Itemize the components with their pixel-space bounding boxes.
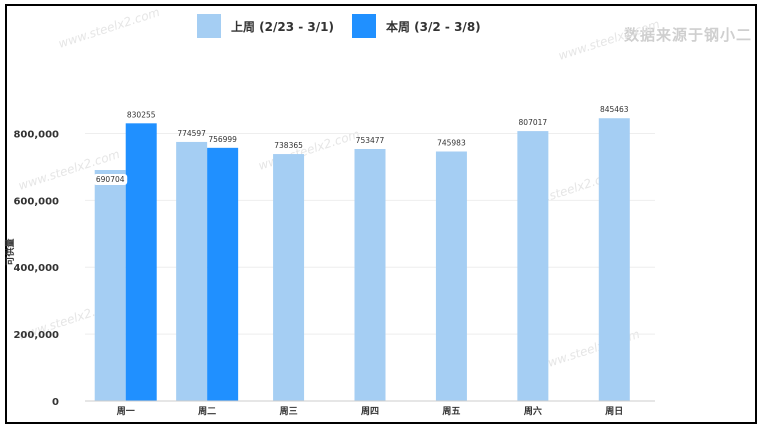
x-tick-label: 周四 bbox=[361, 406, 379, 417]
bar-last-week bbox=[273, 154, 305, 401]
bar-last-week bbox=[517, 131, 549, 401]
y-tick-label: 800,000 bbox=[13, 129, 59, 140]
legend-label-last-week: 上周 (2/23 - 3/1) bbox=[231, 19, 334, 34]
data-label: 845463 bbox=[600, 105, 629, 114]
data-label: 745983 bbox=[437, 139, 466, 148]
data-label: 807017 bbox=[519, 118, 548, 127]
bar-this-week bbox=[125, 123, 157, 401]
y-tick-label: 200,000 bbox=[13, 330, 59, 341]
legend-label-this-week: 本周 (3/2 - 3/8) bbox=[386, 19, 481, 34]
data-source-tag: 数据来源于钢小二 bbox=[623, 26, 752, 44]
bar-this-week bbox=[207, 147, 239, 401]
x-tick-label: 周日 bbox=[605, 406, 623, 417]
bar-last-week bbox=[176, 141, 208, 401]
data-label-bg bbox=[93, 173, 128, 185]
x-tick-label: 周六 bbox=[524, 405, 542, 417]
data-label: 774597 bbox=[177, 129, 206, 138]
y-tick-label: 400,000 bbox=[13, 263, 59, 274]
legend-swatch-last-week bbox=[197, 14, 221, 38]
chart-legend: 上周 (2/23 - 3/1) 本周 (3/2 - 3/8) bbox=[197, 14, 499, 38]
watermark-shape: www.steelx2.com bbox=[557, 17, 662, 63]
y-tick-label: 600,000 bbox=[13, 196, 59, 207]
x-tick-label: 周一 bbox=[117, 406, 135, 417]
x-tick-label: 周三 bbox=[280, 406, 298, 417]
bar-last-week bbox=[354, 149, 386, 401]
data-label: 756999 bbox=[208, 135, 237, 144]
data-label: 690704 bbox=[96, 175, 125, 184]
data-label: 753477 bbox=[356, 136, 385, 145]
y-axis-label: 可供量 bbox=[4, 238, 16, 265]
legend-item-this-week[interactable]: 本周 (3/2 - 3/8) bbox=[352, 14, 481, 38]
x-tick-label: 周二 bbox=[198, 406, 216, 417]
data-label: 738365 bbox=[274, 141, 303, 150]
bar-last-week bbox=[94, 169, 126, 401]
data-label: 830255 bbox=[127, 110, 156, 119]
watermark-shape: www.steelx2.com bbox=[57, 5, 162, 51]
y-tick-label: 0 bbox=[52, 397, 59, 408]
legend-swatch-this-week bbox=[352, 14, 376, 38]
bar-last-week bbox=[435, 151, 467, 401]
x-tick-label: 周五 bbox=[442, 406, 460, 417]
bar-last-week bbox=[598, 118, 630, 401]
legend-item-last-week[interactable]: 上周 (2/23 - 3/1) bbox=[197, 14, 334, 38]
